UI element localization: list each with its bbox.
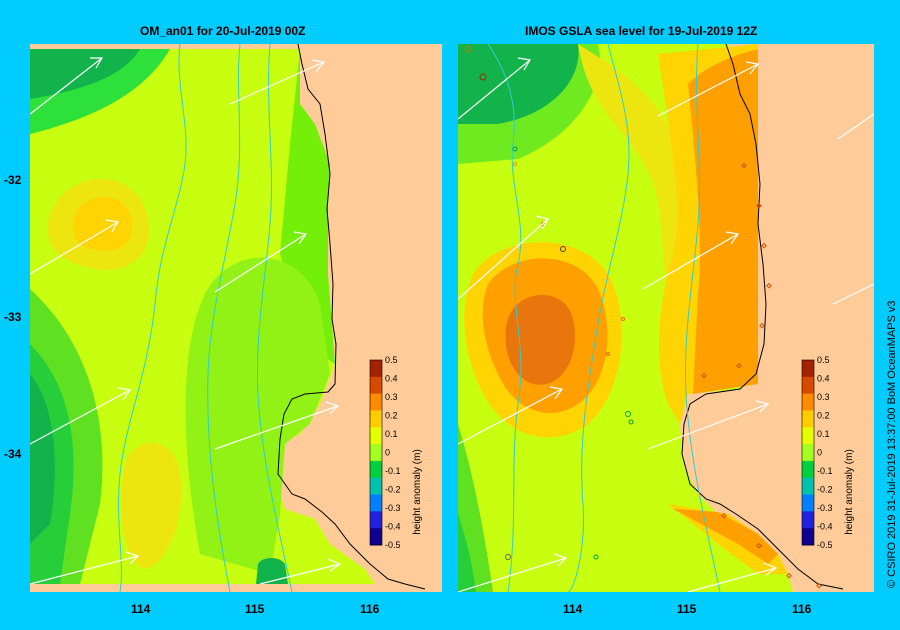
- colorbar-tick-label: -0.5: [385, 540, 401, 550]
- colorbar-frame: [369, 359, 383, 546]
- colorbar-swatch: [370, 410, 382, 428]
- x-tick: 115: [677, 602, 697, 616]
- current-vectors: [458, 57, 874, 592]
- colorbar-tick-label: -0.2: [817, 485, 833, 495]
- colorbar-swatch: [802, 376, 814, 395]
- left-colorbar: 0.5 0.4 0.3 0.2 0.1 0 -0.1 -0.2 -0.3 -0.4 -0.5 hei…: [369, 355, 423, 550]
- right-panel-title: IMOS GSLA sea level for 19-Jul-2019 12Z: [525, 24, 758, 38]
- coastline: [277, 44, 426, 590]
- x-tick: 115: [245, 602, 265, 616]
- colorbar-tick-label: 0.5: [817, 355, 830, 365]
- bathymetry-contours: [118, 44, 293, 592]
- colorbar-swatch: [802, 511, 814, 529]
- colorbar-tick-label: 0.4: [385, 374, 398, 384]
- colorbar-tick-label: 0: [817, 448, 822, 458]
- x-tick: 114: [131, 602, 151, 616]
- right-sea-level-map: [458, 44, 874, 592]
- left-sea-level-map: [30, 44, 442, 592]
- colorbar-tick-label: -0.1: [817, 466, 833, 476]
- colorbar-tick-label: -0.2: [385, 485, 401, 495]
- colorbar-swatch: [802, 393, 814, 411]
- colorbar-tick-label: -0.4: [385, 522, 401, 532]
- colorbar-tick-label: 0.3: [385, 392, 398, 402]
- colorbar-swatch: [370, 460, 382, 479]
- colorbar-tick-label: -0.3: [385, 503, 401, 513]
- colorbar-tick-label: 0.2: [817, 411, 830, 421]
- colorbar-label: height anomaly (m): [844, 449, 855, 535]
- colorbar-ramp: [369, 359, 383, 546]
- colorbar-swatch: [802, 427, 814, 445]
- colorbar-swatch: [370, 444, 382, 462]
- colorbar-swatch: [370, 511, 382, 529]
- height-anomaly-field: [458, 44, 793, 592]
- colorbar-swatch: [802, 360, 814, 378]
- colorbar-swatch: [370, 360, 382, 378]
- colorbar-swatch: [370, 477, 382, 496]
- height-anomaly-field: [30, 49, 375, 584]
- colorbar-swatch: [802, 528, 814, 546]
- observation-markers: [464, 45, 822, 592]
- colorbar-tick-label: 0.1: [385, 429, 398, 439]
- colorbar-tick-label: -0.4: [817, 522, 833, 532]
- y-tick: -32: [4, 173, 22, 187]
- colorbar-tick-label: 0.4: [817, 374, 830, 384]
- bathymetry-contours: [487, 44, 721, 592]
- colorbar-swatch: [370, 528, 382, 546]
- colorbar-tick-label: 0.1: [817, 429, 830, 439]
- colorbar-tick-labels: 0.5 0.4 0.3 0.2 0.1 0 -0.1 -0.2 -0.3 -0.4 -0.5: [817, 355, 833, 550]
- current-vectors: [30, 57, 342, 585]
- coastline: [681, 44, 844, 590]
- colorbar-swatch: [802, 444, 814, 462]
- colorbar-swatch: [370, 494, 382, 512]
- colorbar-swatch: [802, 477, 814, 496]
- left-panel-title: OM_an01 for 20-Jul-2019 00Z: [140, 24, 306, 38]
- colorbar-tick-label: 0: [385, 448, 390, 458]
- y-tick: -34: [4, 447, 22, 461]
- colorbar-swatch: [802, 460, 814, 479]
- credit-text: © CSIRO 2019 31-Jul-2019 13:37:00 BoM Oc…: [886, 300, 898, 588]
- colorbar-tick-label: 0.5: [385, 355, 398, 365]
- colorbar-ramp: [801, 359, 815, 546]
- y-tick: -33: [4, 310, 22, 324]
- colorbar-tick-label: 0.2: [385, 411, 398, 421]
- colorbar-swatch: [370, 427, 382, 445]
- colorbar-swatch: [370, 376, 382, 395]
- colorbar-tick-label: -0.5: [817, 540, 833, 550]
- colorbar-swatch: [802, 494, 814, 512]
- colorbar-label: height anomaly (m): [412, 449, 423, 535]
- colorbar-swatch: [802, 410, 814, 428]
- colorbar-tick-label: -0.3: [817, 503, 833, 513]
- x-tick: 116: [360, 602, 380, 616]
- colorbar-tick-label: 0.3: [817, 392, 830, 402]
- x-tick: 116: [792, 602, 812, 616]
- colorbar-swatch: [370, 393, 382, 411]
- colorbar-tick-label: -0.1: [385, 466, 401, 476]
- right-colorbar: 0.5 0.4 0.3 0.2 0.1 0 -0.1 -0.2 -0.3 -0.4 -0.5 hei…: [801, 355, 855, 550]
- colorbar-tick-labels: 0.5 0.4 0.3 0.2 0.1 0 -0.1 -0.2 -0.3 -0.4 -0.5: [385, 355, 401, 550]
- colorbar-frame: [801, 359, 815, 546]
- x-tick: 114: [563, 602, 583, 616]
